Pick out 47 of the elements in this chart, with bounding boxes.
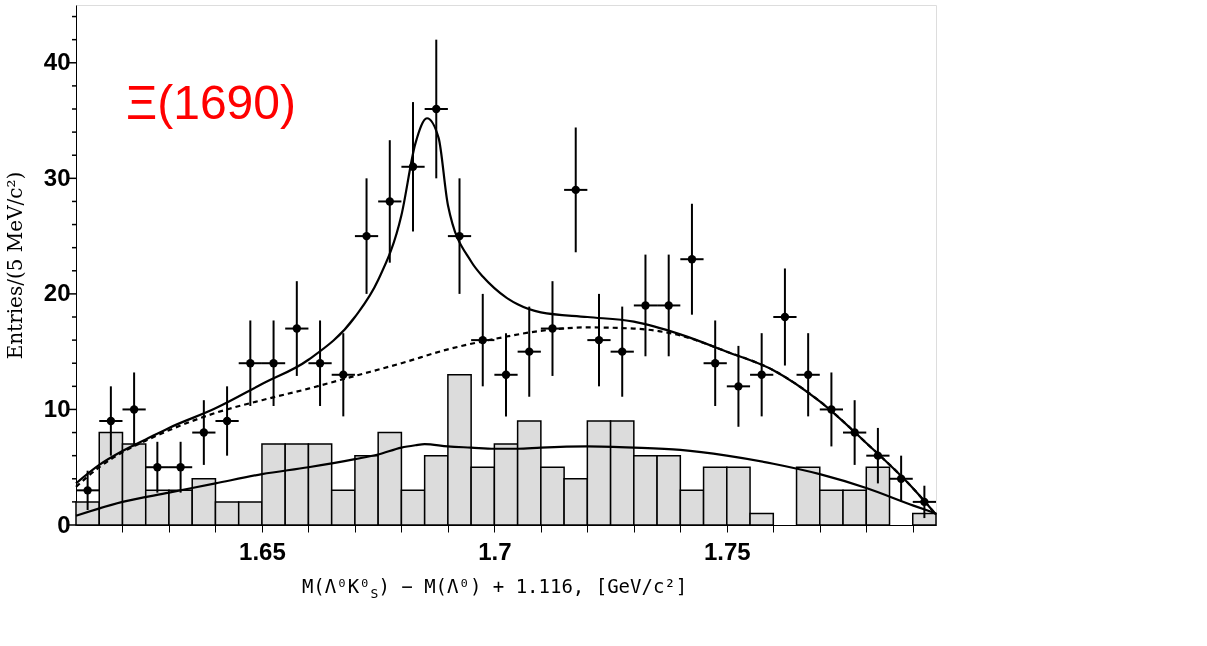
point: [176, 463, 185, 472]
point: [803, 370, 813, 379]
point: [850, 428, 859, 437]
point: [478, 335, 487, 345]
x-tick-label: 1.75: [703, 537, 751, 565]
point: [757, 370, 766, 379]
point: [571, 185, 580, 195]
point: [222, 416, 232, 426]
y-tick-label: 0: [57, 510, 71, 538]
y-tick-label: 30: [43, 163, 71, 191]
point: [129, 405, 139, 414]
point: [501, 370, 511, 379]
point: [711, 359, 720, 368]
point: [362, 231, 371, 241]
point: [687, 255, 697, 264]
point: [664, 301, 673, 310]
point: [618, 347, 627, 356]
point: [873, 451, 883, 460]
point: [339, 370, 348, 379]
point: [269, 359, 278, 368]
point: [548, 324, 557, 333]
point: [641, 301, 650, 310]
point: [920, 497, 929, 507]
y-tick-label: 40: [43, 48, 71, 76]
x-tick-label: 1.65: [239, 537, 286, 565]
point: [106, 416, 116, 426]
point: [292, 324, 301, 333]
point: [455, 231, 464, 241]
point: [153, 463, 162, 472]
point: [734, 382, 743, 391]
point: [594, 335, 604, 345]
point: [408, 162, 418, 171]
annotation: Ξ(1690): [126, 76, 296, 129]
point: [780, 312, 790, 322]
point: [83, 486, 92, 495]
y-axis-title: Entries/(5 MeV/c²): [2, 171, 27, 360]
point: [385, 197, 394, 206]
x-tick-label: 1.7: [478, 537, 512, 565]
point: [432, 104, 441, 114]
y-tick-label: 20: [43, 279, 71, 307]
point: [827, 405, 836, 414]
point: [246, 359, 255, 368]
y-tick-label: 10: [43, 394, 71, 422]
point: [525, 347, 534, 356]
point: [896, 474, 906, 483]
point: [199, 428, 209, 437]
point: [315, 359, 325, 368]
